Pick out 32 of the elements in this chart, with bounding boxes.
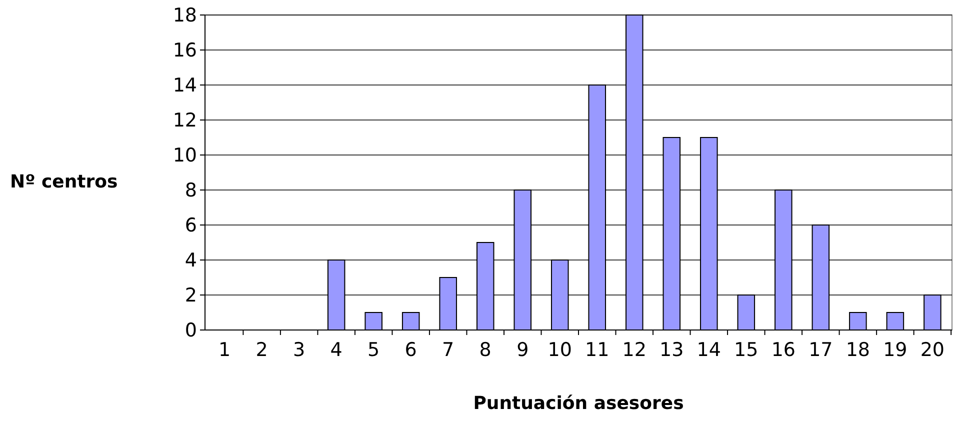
y-tick-label: 2 — [184, 284, 197, 307]
x-tick-label: 3 — [293, 339, 306, 361]
y-tick-label: 16 — [172, 40, 197, 62]
y-tick-label: 6 — [184, 214, 197, 237]
x-tick-label: 11 — [585, 339, 610, 361]
x-tick-label: 20 — [920, 339, 945, 361]
x-tick-label: 5 — [368, 339, 380, 361]
x-tick-label: 18 — [846, 339, 870, 361]
x-tick-label: 9 — [516, 339, 529, 361]
x-tick-label: 7 — [442, 339, 454, 361]
x-tick-label: 12 — [622, 339, 646, 361]
y-tick-label: 10 — [172, 144, 197, 167]
x-tick-label: 10 — [548, 339, 572, 361]
y-tick-label: 8 — [184, 180, 197, 202]
x-tick-label: 19 — [883, 339, 908, 361]
y-tick-label: 0 — [184, 320, 197, 342]
x-tick-label: 1 — [218, 339, 231, 361]
y-tick-label: 4 — [184, 250, 197, 272]
x-tick-label: 6 — [404, 339, 417, 361]
y-axis-title: Nº centros — [10, 172, 118, 192]
x-tick-label: 16 — [771, 339, 796, 361]
x-tick-label: 15 — [734, 339, 758, 361]
x-tick-label: 14 — [696, 339, 721, 361]
x-tick-label: 2 — [256, 339, 268, 361]
x-axis-title: Puntuación asesores — [473, 393, 684, 414]
x-tick-label: 13 — [660, 339, 684, 361]
x-tick-label: 4 — [330, 339, 342, 361]
x-tick-label: 8 — [479, 339, 492, 361]
y-tick-label: 14 — [172, 74, 197, 97]
x-tick-label: 17 — [808, 339, 833, 361]
y-tick-label: 18 — [172, 4, 197, 27]
y-tick-label: 12 — [172, 110, 197, 132]
